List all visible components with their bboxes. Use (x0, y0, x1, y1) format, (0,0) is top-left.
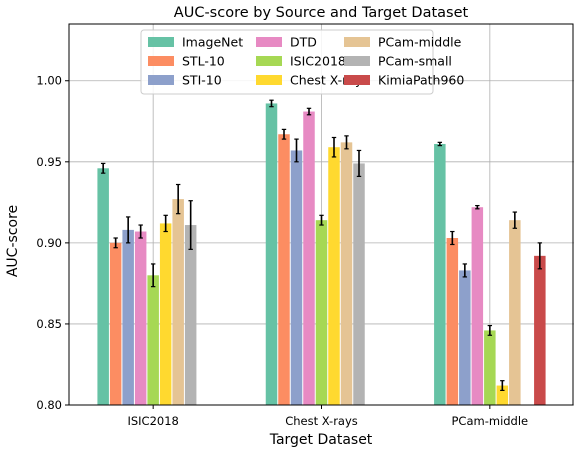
bar (340, 142, 353, 405)
legend-label: STI-10 (182, 73, 222, 88)
bar (290, 150, 303, 405)
legend-swatch (148, 37, 174, 47)
legend-label: ISIC2018 (290, 54, 346, 69)
bar (278, 134, 290, 405)
bar (434, 143, 446, 405)
chart-title: AUC-score by Source and Target Dataset (174, 5, 469, 21)
bar (122, 229, 134, 405)
bar (509, 220, 521, 405)
bar (446, 238, 459, 405)
bar (471, 207, 484, 405)
x-tick-label: PCam-middle (452, 414, 529, 428)
y-tick-label: 0.95 (36, 155, 62, 169)
bar (303, 111, 315, 405)
bar (265, 103, 278, 405)
legend-swatch (256, 56, 282, 66)
error-bars (100, 99, 543, 392)
bar (172, 199, 184, 405)
x-axis-ticks: ISIC2018 Chest X-rays PCam-middle (127, 405, 528, 428)
legend-label: STL-10 (182, 54, 225, 69)
bar (97, 168, 109, 405)
bar (484, 330, 496, 405)
y-axis-ticks: 0.80 0.85 0.90 0.95 1.00 (36, 74, 69, 412)
legend-swatch (256, 75, 282, 85)
legend-swatch (148, 56, 174, 66)
bar (328, 147, 340, 405)
legend-label: ImageNet (182, 35, 243, 50)
bar-series (97, 103, 546, 405)
y-tick-label: 0.80 (36, 398, 62, 412)
bar (496, 385, 509, 405)
bar (109, 242, 122, 405)
bar (159, 223, 172, 405)
x-tick-label: Chest X-rays (285, 414, 358, 428)
legend-label: PCam-small (378, 54, 452, 69)
bar (353, 163, 365, 405)
x-tick-label: ISIC2018 (127, 414, 178, 428)
bar (459, 270, 471, 405)
bar (147, 275, 159, 405)
legend-swatch (344, 75, 370, 85)
bar (315, 220, 328, 405)
legend-swatch (256, 37, 282, 47)
legend-label: DTD (290, 35, 317, 50)
bar (134, 231, 147, 405)
y-tick-label: 0.85 (36, 317, 62, 331)
bar (534, 255, 546, 405)
x-axis-title: Target Dataset (269, 432, 373, 448)
y-axis-title: AUC-score (5, 205, 21, 277)
legend-label: KimiaPath960 (378, 73, 464, 88)
legend-label: PCam-middle (378, 35, 462, 50)
legend-swatch (344, 37, 370, 47)
legend-swatch (148, 75, 174, 85)
legend-swatch (344, 56, 370, 66)
y-tick-label: 0.90 (36, 236, 62, 250)
bar (184, 225, 197, 405)
y-tick-label: 1.00 (36, 74, 62, 88)
